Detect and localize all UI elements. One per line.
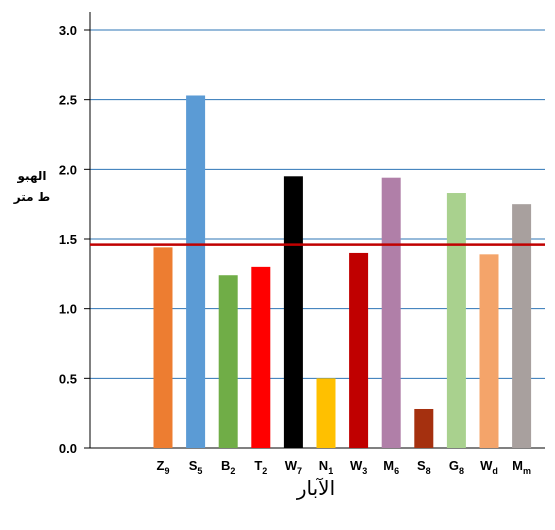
y-axis-label-line-2: ط متر — [13, 190, 50, 204]
y-tick-labels: 0.0 0.5 1.0 1.5 2.0 2.5 3.0 — [59, 23, 77, 456]
y-tick-label: 0.0 — [59, 441, 77, 456]
x-tick-label: N1 — [319, 458, 333, 476]
y-tick-label: 2.0 — [59, 162, 77, 177]
x-tick-label: B2 — [221, 458, 235, 476]
x-tick-label: M6 — [383, 458, 399, 476]
y-tick-label: 0.5 — [59, 371, 77, 386]
x-tick-labels: Z9 S5 B2 T2 W7 N1 W3 M6 S8 G8 Wd Mm — [157, 458, 532, 476]
bar — [186, 95, 206, 448]
x-tick-label: T2 — [254, 458, 267, 476]
bar — [479, 254, 499, 448]
y-tick-label: 1.0 — [59, 302, 77, 317]
bars — [153, 95, 532, 449]
x-tick-label: W7 — [285, 458, 302, 476]
bar — [512, 204, 532, 448]
y-tick-label: 3.0 — [59, 23, 77, 38]
x-tick-label: S5 — [189, 458, 203, 476]
bar — [381, 177, 401, 448]
bar — [446, 193, 466, 448]
bar — [349, 252, 369, 448]
y-tick-label: 2.5 — [59, 93, 77, 108]
bar — [414, 408, 434, 448]
x-tick-label: G8 — [449, 458, 464, 476]
x-tick-label: Z9 — [157, 458, 170, 476]
bar — [251, 266, 271, 448]
gridlines — [84, 29, 545, 449]
bar — [283, 176, 303, 449]
bar — [316, 378, 336, 448]
bar — [153, 247, 173, 448]
x-tick-label: S8 — [417, 458, 431, 476]
x-tick-label: W3 — [350, 458, 367, 476]
x-tick-label: Mm — [512, 458, 531, 476]
x-axis-label: الآبار — [296, 476, 335, 500]
y-axis-label-line-1: الهبو — [17, 169, 47, 184]
y-tick-label: 1.5 — [59, 232, 77, 247]
x-tick-label: Wd — [480, 458, 498, 476]
bar — [218, 275, 238, 448]
